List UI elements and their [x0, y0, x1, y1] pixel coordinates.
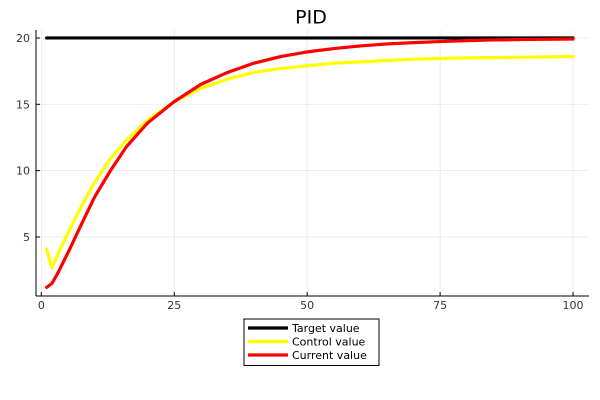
series-line-2 [47, 39, 573, 287]
legend-label: Control value [292, 336, 366, 349]
x-tick-label: 100 [563, 299, 584, 312]
chart-title: PID [295, 7, 327, 29]
series-line-1 [47, 57, 573, 268]
x-tick-label: 50 [300, 299, 314, 312]
legend-label: Current value [292, 349, 367, 362]
x-tick-label: 25 [167, 299, 181, 312]
legend-label: Target value [291, 322, 360, 335]
grid [36, 30, 589, 296]
series-lines [47, 38, 573, 287]
y-tick-label: 10 [16, 165, 30, 178]
x-tick-label: 0 [38, 299, 45, 312]
y-tick-label: 20 [16, 32, 30, 45]
y-tick-label: 15 [16, 98, 30, 111]
y-tick-label: 5 [23, 231, 30, 244]
x-tick-label: 75 [433, 299, 447, 312]
